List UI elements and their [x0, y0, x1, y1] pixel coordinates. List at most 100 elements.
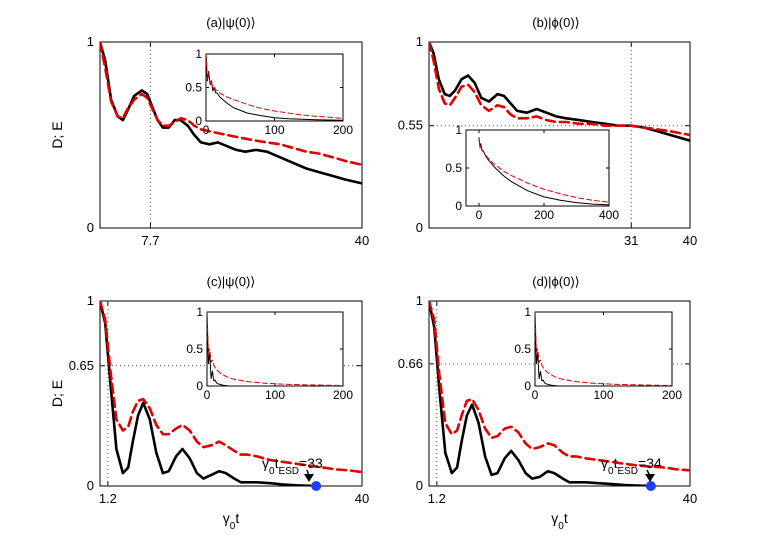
inset-y-tick-label: 0 [196, 379, 203, 393]
inset-y-tick-label: 1 [195, 47, 202, 61]
x-axis-label-part: 0 [230, 521, 236, 532]
x-axis-label: γ0t [223, 510, 240, 532]
inset-y-tick-label: 1 [455, 123, 462, 137]
inset-series-e-line [206, 54, 343, 119]
inset-series-d-line [207, 312, 343, 386]
y-tick-label: 0 [416, 478, 423, 493]
plot-area [100, 301, 362, 486]
x-axis-label-part: γ [223, 510, 230, 526]
inset-x-tick-label: 0 [476, 208, 483, 222]
inset-x-tick-label: 200 [662, 388, 682, 402]
inset-y-tick-label: 1 [196, 305, 203, 319]
inset-y-tick-label: 0.5 [445, 161, 462, 175]
inset-x-tick-label: 200 [534, 208, 554, 222]
inset-b: 0 200 400 0 0.5 1 [445, 123, 619, 222]
x-tick-label: 7.7 [141, 233, 159, 248]
y-tick-label: 0 [87, 478, 94, 493]
esd-annotation-part: ESD [617, 466, 638, 477]
x-tick-label: 40 [683, 491, 697, 506]
inset-y-tick-label: 0.5 [185, 81, 202, 95]
inset-x-tick-label: 400 [599, 208, 619, 222]
x-tick-label: 40 [355, 491, 369, 506]
inset-series-e-line [535, 312, 672, 386]
inset-x-tick-label: 200 [333, 388, 353, 402]
inset-x-tick-label: 0 [532, 388, 539, 402]
y-tick-label: 0 [416, 220, 423, 235]
panel-title: (d)|ϕ(0)⟩ [532, 274, 580, 289]
inset-y-tick-label: 0 [524, 379, 531, 393]
esd-marker [645, 481, 656, 491]
inset-x-tick-label: 100 [593, 388, 613, 402]
y-tick-label: 0.55 [398, 118, 423, 133]
panel-title: (b)|ϕ(0)⟩ [532, 15, 580, 30]
x-axis-label: γ0t [551, 510, 568, 532]
inset-plot-frame [205, 53, 344, 122]
esd-annotation-label: γ0tESD=33 [262, 455, 323, 477]
esd-annotation-part: t [614, 455, 618, 471]
inset-plot-area [535, 312, 672, 386]
series-d-line [100, 301, 318, 486]
esd-annotation-part: t [275, 455, 279, 471]
esd-annotation-part: ESD [278, 466, 299, 477]
y-tick-label: 1 [87, 34, 94, 49]
panel-a: 7.7 40 0 1 0 100 200 0 0.5 1 (a)|ψ(0)⟩ D; E [49, 15, 369, 248]
y-tick-label: 1 [416, 34, 423, 49]
esd-annotation-part: =33 [299, 455, 323, 471]
inset-series-e-line [207, 312, 343, 386]
inset-d: 0 100 200 0 0.5 1 [514, 305, 682, 402]
x-axis-label-part: 0 [558, 521, 564, 532]
inset-series-e-line [478, 138, 609, 203]
x-axis-label-part: t [235, 510, 239, 526]
esd-annotation-part: γ [601, 455, 608, 471]
x-tick-label: 40 [355, 233, 369, 248]
series-e-line [429, 42, 690, 137]
x-tick-label: 1.2 [428, 491, 446, 506]
inset-a: 0 100 200 0 0.5 1 [185, 47, 353, 137]
esd-annotation-arrow-head [304, 474, 314, 482]
series-e-line [100, 42, 362, 167]
esd-marker [311, 481, 322, 491]
inset-plot-frame [206, 311, 344, 387]
x-tick-label: 40 [683, 233, 697, 248]
esd-annotation-part: 0 [269, 466, 275, 477]
x-axis-label-part: γ [551, 510, 558, 526]
x-tick-label: 31 [624, 233, 638, 248]
inset-x-tick-label: 100 [265, 388, 285, 402]
series-e-line [100, 301, 362, 474]
esd-annotation-part: =34 [638, 455, 662, 471]
series-e-line [429, 301, 690, 472]
series-d-line [429, 301, 653, 486]
inset-c: 0 100 200 0 0.5 1 [186, 305, 353, 402]
plot-area [429, 301, 690, 486]
esd-annotation-part: 0 [608, 466, 614, 477]
inset-plot-area [207, 312, 343, 386]
inset-plot-area [206, 54, 343, 121]
y-tick-label: 1 [416, 293, 423, 308]
plot-area [100, 42, 362, 228]
y-tick-label: 1 [87, 293, 94, 308]
inset-plot-frame [534, 311, 673, 387]
esd-annotation-arrow-head [645, 474, 655, 482]
x-tick-label: 1.2 [99, 491, 117, 506]
inset-y-tick-label: 0.5 [186, 342, 203, 356]
y-tick-label: 0.65 [69, 358, 94, 373]
y-axis-label: D; E [49, 380, 65, 407]
inset-y-tick-label: 0.5 [514, 342, 531, 356]
y-axis-label: D; E [49, 121, 65, 148]
inset-x-tick-label: 0 [203, 123, 210, 137]
inset-x-tick-label: 200 [333, 123, 353, 137]
inset-series-d-line [206, 54, 343, 121]
inset-y-tick-label: 0 [455, 199, 462, 213]
panel-title: (c)|ψ(0)⟩ [207, 274, 256, 289]
y-tick-label: 0 [87, 220, 94, 235]
inset-series-d-line [535, 312, 672, 386]
esd-annotation-part: γ [262, 455, 269, 471]
inset-x-tick-label: 0 [204, 388, 211, 402]
esd-annotation-label: γ0tESD=34 [601, 455, 662, 477]
y-tick-label: 0.66 [398, 356, 423, 371]
inset-plot-area [478, 137, 609, 206]
